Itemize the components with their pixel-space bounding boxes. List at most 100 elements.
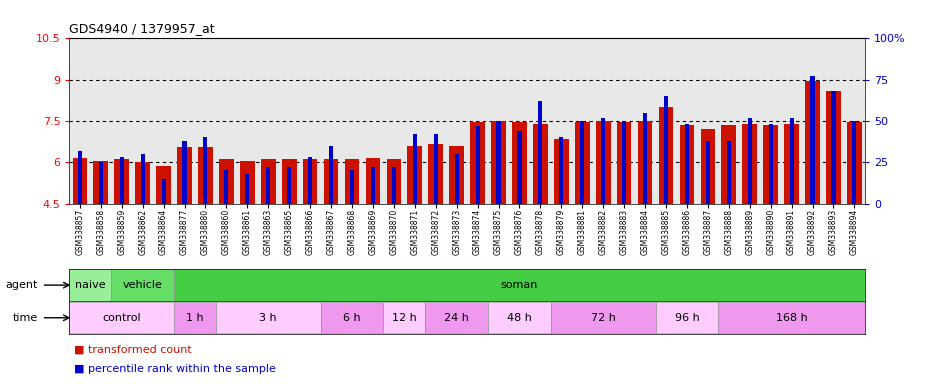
Bar [392,167,396,204]
Bar [719,302,865,333]
Bar [832,91,835,204]
Text: 48 h: 48 h [507,313,532,323]
Bar [329,146,333,204]
Text: agent: agent [6,280,38,290]
Bar [769,124,772,204]
Bar [491,121,506,204]
Text: 6 h: 6 h [343,313,361,323]
Bar [198,147,213,204]
Bar [115,159,129,204]
Bar [488,302,551,333]
Bar [245,174,250,204]
Bar [450,146,464,204]
Text: ■ percentile rank within the sample: ■ percentile rank within the sample [74,364,276,374]
Text: vehicle: vehicle [123,280,163,290]
Bar [162,179,166,204]
Text: 72 h: 72 h [591,313,616,323]
Bar [580,121,585,204]
Bar [784,124,799,204]
Bar [111,270,174,301]
Bar [383,302,426,333]
Bar [174,270,865,301]
Bar [617,122,632,204]
Bar [700,129,715,204]
Bar [434,134,438,204]
Bar [371,167,375,204]
Bar [470,122,485,204]
Bar [475,126,480,204]
Bar [182,141,187,204]
Bar [119,157,124,204]
Bar [554,139,569,204]
Bar [722,125,736,204]
Bar [387,159,401,204]
Bar [321,302,383,333]
Text: 3 h: 3 h [259,313,277,323]
Bar [664,96,668,204]
Bar [596,121,611,204]
Text: naive: naive [75,280,105,290]
Text: 12 h: 12 h [392,313,416,323]
Bar [240,161,254,204]
Bar [533,124,548,204]
Bar [204,137,207,204]
Bar [826,91,841,204]
Bar [454,154,459,204]
Bar [225,170,228,204]
Text: time: time [12,313,38,323]
Bar [763,125,778,204]
Bar [261,159,276,204]
Bar [810,76,815,204]
Bar [560,137,563,204]
Bar [69,270,111,301]
Bar [216,302,321,333]
Bar [219,159,234,204]
Bar [847,122,862,204]
Bar [78,151,82,204]
Bar [282,159,297,204]
Bar [538,101,542,204]
Bar [428,144,443,204]
Bar [497,121,500,204]
Bar [727,141,731,204]
Bar [345,159,359,204]
Text: ■ transformed count: ■ transformed count [74,344,191,354]
Bar [407,146,422,204]
Bar [623,121,626,204]
Bar [512,122,526,204]
Bar [790,118,794,204]
Bar [72,158,87,204]
Text: 1 h: 1 h [186,313,204,323]
Bar [747,118,752,204]
Bar [637,121,652,204]
Bar [302,159,317,204]
Bar [174,302,216,333]
Bar [575,122,589,204]
Bar [426,302,488,333]
Text: control: control [103,313,141,323]
Bar [350,170,354,204]
Bar [324,159,339,204]
Bar [365,158,380,204]
Bar [706,141,709,204]
Bar [178,147,191,204]
Text: soman: soman [500,280,538,290]
Bar [69,302,174,333]
Bar [517,131,522,204]
Bar [287,167,291,204]
Bar [743,124,757,204]
Bar [643,113,648,204]
Bar [551,302,656,333]
Bar [656,302,719,333]
Text: 168 h: 168 h [776,313,808,323]
Bar [684,124,689,204]
Bar [805,81,820,204]
Text: GDS4940 / 1379957_at: GDS4940 / 1379957_at [69,22,215,35]
Bar [135,162,150,204]
Text: 96 h: 96 h [674,313,699,323]
Bar [852,121,857,204]
Bar [93,161,108,204]
Bar [266,167,270,204]
Bar [659,107,673,204]
Bar [308,157,312,204]
